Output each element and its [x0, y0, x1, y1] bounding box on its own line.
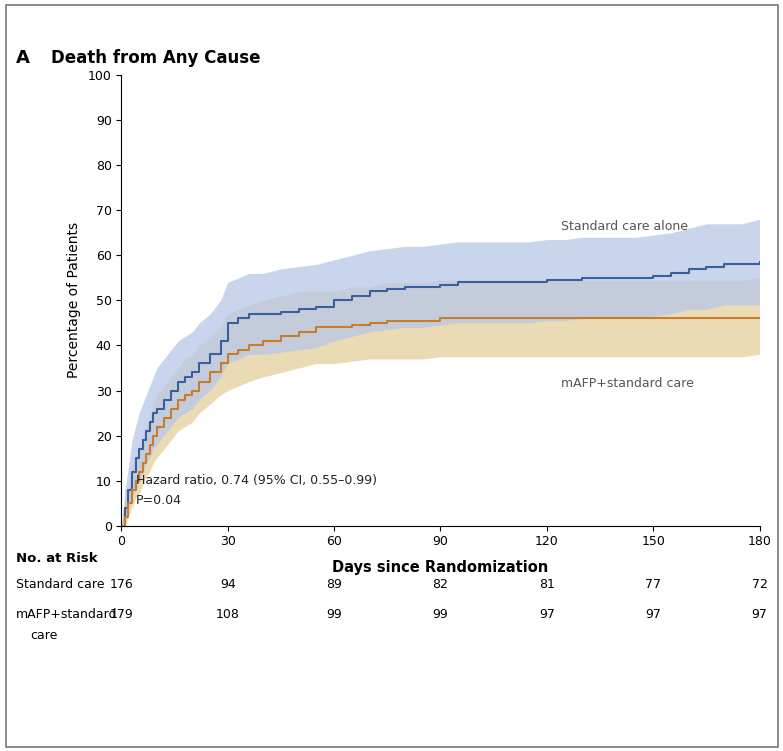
Text: 72: 72 [752, 578, 767, 591]
Text: 82: 82 [432, 578, 449, 591]
Y-axis label: Percentage of Patients: Percentage of Patients [67, 222, 81, 379]
Text: mAFP+standard: mAFP+standard [16, 608, 117, 621]
Text: 108: 108 [216, 608, 240, 621]
Text: 176: 176 [110, 578, 133, 591]
Text: P=0.04: P=0.04 [135, 494, 182, 507]
Text: 97: 97 [752, 608, 767, 621]
Text: 99: 99 [327, 608, 342, 621]
X-axis label: Days since Randomization: Days since Randomization [332, 559, 549, 575]
Text: 89: 89 [327, 578, 342, 591]
Text: 99: 99 [432, 608, 449, 621]
Text: mAFP+standard care: mAFP+standard care [561, 377, 694, 390]
Text: care: care [30, 629, 57, 642]
Text: 81: 81 [539, 578, 554, 591]
Text: Standard care: Standard care [16, 578, 104, 591]
Text: Standard care alone: Standard care alone [561, 220, 688, 233]
Text: 97: 97 [539, 608, 554, 621]
Text: Death from Any Cause: Death from Any Cause [51, 49, 261, 67]
Text: No. at Risk: No. at Risk [16, 552, 97, 565]
Text: Hazard ratio, 0.74 (95% CI, 0.55–0.99): Hazard ratio, 0.74 (95% CI, 0.55–0.99) [135, 474, 377, 487]
Text: 94: 94 [220, 578, 236, 591]
Text: A: A [16, 49, 30, 67]
Text: 97: 97 [645, 608, 661, 621]
Text: 179: 179 [110, 608, 133, 621]
Text: 77: 77 [645, 578, 661, 591]
